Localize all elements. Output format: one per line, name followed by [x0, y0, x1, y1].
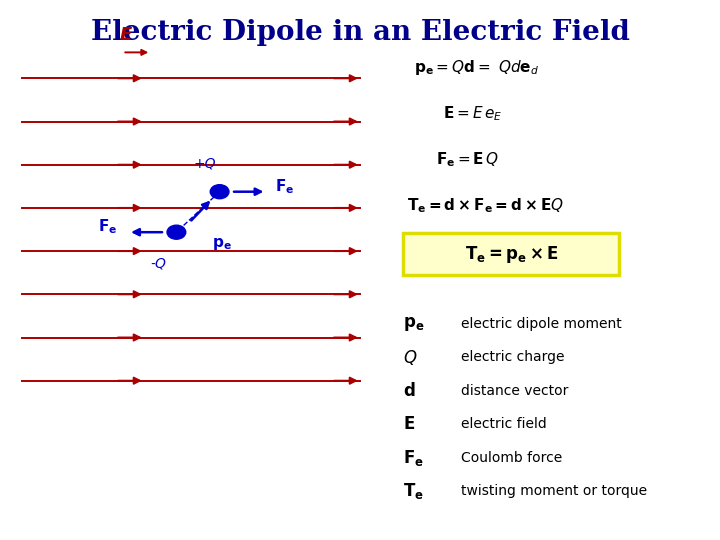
- Text: electric dipole moment: electric dipole moment: [461, 317, 621, 331]
- Text: $\mathbf{E} = E\,\mathit{e}_E$: $\mathbf{E} = E\,\mathit{e}_E$: [443, 104, 502, 123]
- Text: $\mathbf{d}$: $\mathbf{d}$: [403, 382, 415, 400]
- Text: $\mathbf{T}_\mathbf{e}$: $\mathbf{T}_\mathbf{e}$: [403, 481, 424, 502]
- Text: $\mathbf{F_e}$: $\mathbf{F_e}$: [275, 177, 294, 195]
- Text: $\mathbf{p_e} = Q\mathbf{d} = \ Qd\mathbf{e}_d$: $\mathbf{p_e} = Q\mathbf{d} = \ Qd\mathb…: [414, 58, 539, 77]
- Text: electric charge: electric charge: [461, 350, 564, 365]
- Circle shape: [210, 185, 229, 199]
- Text: $\mathbf{F_e} = \mathbf{E}\,Q$: $\mathbf{F_e} = \mathbf{E}\,Q$: [436, 150, 499, 168]
- Text: $\mathbf{T_e = d \times F_e = d \times E}Q$: $\mathbf{T_e = d \times F_e = d \times E…: [407, 196, 564, 214]
- Circle shape: [167, 225, 186, 239]
- Text: E: E: [120, 26, 132, 44]
- Text: distance vector: distance vector: [461, 384, 568, 398]
- Text: $\mathbf{F}_\mathbf{e}$: $\mathbf{F}_\mathbf{e}$: [403, 448, 424, 468]
- FancyBboxPatch shape: [403, 233, 619, 275]
- Text: $\mathbf{F_e}$: $\mathbf{F_e}$: [98, 218, 117, 236]
- Text: $\mathbf{T_e = p_e \times E}$: $\mathbf{T_e = p_e \times E}$: [464, 244, 558, 265]
- Text: +Q: +Q: [194, 156, 217, 170]
- Text: Electric Dipole in an Electric Field: Electric Dipole in an Electric Field: [91, 19, 629, 46]
- Text: $\mathbf{E}$: $\mathbf{E}$: [403, 415, 415, 434]
- Text: -Q: -Q: [150, 256, 166, 271]
- Text: Coulomb force: Coulomb force: [461, 451, 562, 465]
- Text: electric field: electric field: [461, 417, 546, 431]
- Text: $\mathbf{p}_\mathbf{e}$: $\mathbf{p}_\mathbf{e}$: [403, 315, 425, 333]
- Text: twisting moment or torque: twisting moment or torque: [461, 484, 647, 498]
- Text: $\mathbf{p_e}$: $\mathbf{p_e}$: [212, 236, 233, 252]
- Text: $\mathit{Q}$: $\mathit{Q}$: [403, 348, 418, 367]
